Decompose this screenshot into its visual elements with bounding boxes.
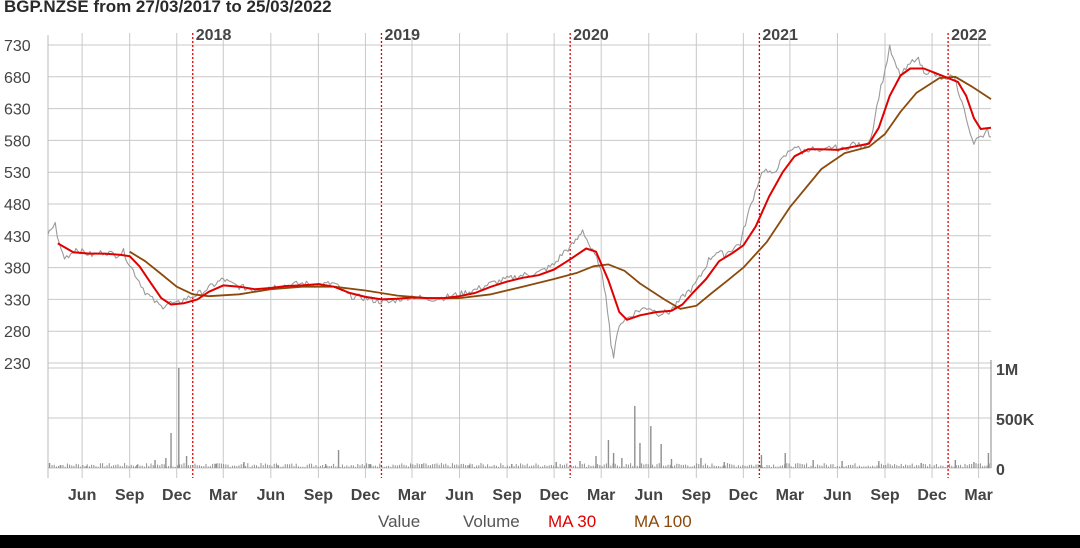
legend-value: Value (378, 512, 421, 531)
price-tick-label: 630 (4, 102, 31, 119)
legend-ma30: MA 30 (548, 512, 597, 531)
price-tick-label: 230 (4, 356, 31, 373)
month-tick-label: Mar (776, 487, 804, 504)
month-tick-label: Jun (445, 487, 473, 504)
series-line-value (47, 44, 992, 359)
price-tick-label: 580 (4, 133, 31, 150)
year-label: 2018 (196, 27, 232, 44)
month-tick-label: Dec (351, 487, 380, 504)
price-volume-chart: 730 680 630 580 530 480 430 380 330 280 230 1M 500K 0… (4, 27, 1035, 504)
volume-tick-label: 0 (996, 462, 1005, 479)
volume-tick-label: 1M (996, 362, 1018, 379)
month-tick-label: Mar (209, 487, 237, 504)
chart-legend: Value Volume MA 30 MA 100 (0, 510, 1080, 534)
month-tick-label: Mar (964, 487, 992, 504)
month-tick-label: Dec (162, 487, 191, 504)
month-tick-label: Jun (635, 487, 663, 504)
legend-volume: Volume (463, 512, 520, 531)
volume-tick-label: 500K (996, 412, 1035, 429)
price-tick-label: 330 (4, 292, 31, 309)
series-line-ma100 (129, 75, 992, 310)
series-line-ma30 (57, 67, 992, 321)
chart-title: BGP.NZSE from 27/03/2017 to 25/03/2022 (4, 0, 332, 16)
price-tick-label: 380 (4, 261, 31, 278)
month-tick-label: Jun (68, 487, 96, 504)
month-tick-label: Dec (539, 487, 568, 504)
month-tick-label: Sep (492, 487, 522, 504)
year-label: 2019 (384, 27, 420, 44)
month-tick-label: Mar (398, 487, 426, 504)
month-tick-label: Sep (870, 487, 900, 504)
price-tick-label: 530 (4, 165, 31, 182)
year-label: 2021 (762, 27, 798, 44)
month-tick-label: Mar (587, 487, 615, 504)
month-tick-label: Jun (823, 487, 851, 504)
price-tick-label: 280 (4, 324, 31, 341)
price-tick-label: 480 (4, 197, 31, 214)
year-label: 2022 (951, 27, 987, 44)
month-tick-label: Jun (257, 487, 285, 504)
month-tick-label: Sep (304, 487, 334, 504)
price-tick-label: 430 (4, 229, 31, 246)
legend-ma100: MA 100 (634, 512, 692, 531)
month-tick-label: Sep (682, 487, 712, 504)
bottom-bar (0, 535, 1080, 548)
month-tick-label: Dec (917, 487, 946, 504)
month-tick-label: Sep (115, 487, 145, 504)
year-label: 2020 (573, 27, 609, 44)
price-tick-label: 680 (4, 70, 31, 87)
price-tick-label: 730 (4, 38, 31, 55)
month-tick-label: Dec (729, 487, 758, 504)
